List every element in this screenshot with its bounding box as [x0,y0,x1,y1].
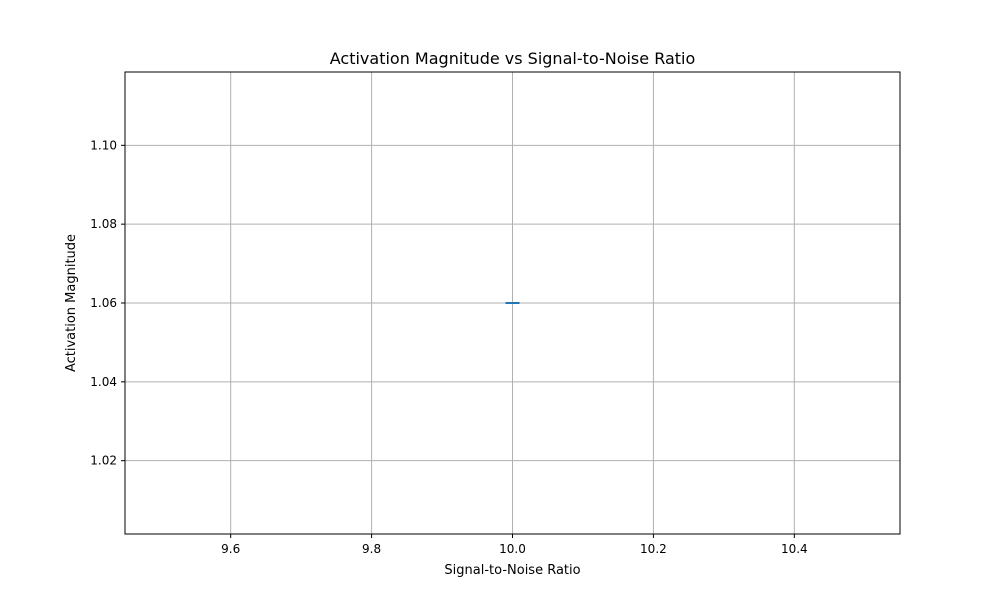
chart-title: Activation Magnitude vs Signal-to-Noise … [330,49,696,68]
tick-layer: 9.6 9.8 10.0 10.2 10.4 1.02 1.04 1.06 1.08 1.10 [90,138,807,556]
x-tick-label: 9.6 [221,542,240,556]
x-tick-label: 10.4 [781,542,808,556]
y-tick-label: 1.02 [90,454,117,468]
x-axis-label: Signal-to-Noise Ratio [444,563,580,578]
y-axis-label: Activation Magnitude [64,234,79,372]
x-tick-label: 10.2 [640,542,667,556]
x-tick-label: 10.0 [499,542,526,556]
y-tick-label: 1.08 [90,217,117,231]
x-tick-label: 9.8 [362,542,381,556]
y-tick-label: 1.04 [90,375,117,389]
y-tick-label: 1.06 [90,296,117,310]
y-tick-label: 1.10 [90,138,117,152]
